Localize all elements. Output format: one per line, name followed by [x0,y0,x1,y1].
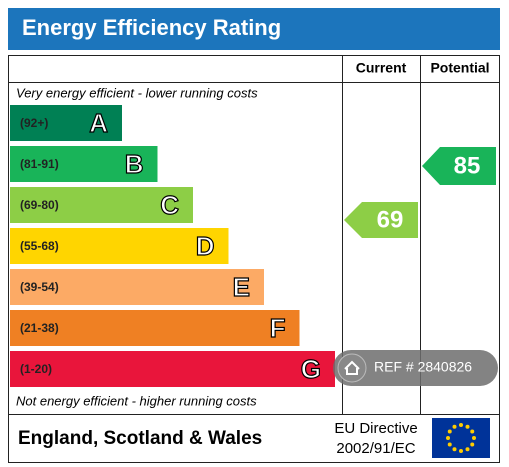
band [10,187,193,223]
eu-star [465,447,470,452]
title: Energy Efficiency Rating [22,15,281,40]
reference-icon [337,353,367,383]
eu-star [470,429,475,434]
eu-star [446,436,450,440]
top-note: Very energy efficient - lower running co… [16,85,258,100]
band [10,269,264,305]
band-range: (1-20) [20,362,52,376]
band-range: (81-91) [20,157,59,171]
header-potential: Potential [430,60,489,76]
band-range: (92+) [20,116,48,130]
band-letter: F [270,313,286,343]
footer-directive: 2002/91/EC [336,440,415,457]
home-icon [344,360,360,375]
band-letter: C [160,190,179,220]
band-letter: E [233,272,250,302]
eu-star [472,436,476,440]
band [10,228,229,264]
current-value: 69 [377,206,404,233]
eu-star [470,442,475,447]
title-bar [8,8,500,50]
bands: (92+) A (81-91) B (69-80) C (55-68) D (39-54) E (2… [10,105,335,387]
eu-star [452,424,457,429]
eu-star [452,447,457,452]
eu-stars [446,423,476,453]
eu-star [447,429,452,434]
eu-star [465,424,470,429]
potential-value: 85 [454,152,481,179]
reference-badge [333,350,498,386]
footer-region: England, Scotland & Wales [18,428,262,449]
potential-arrow [422,147,496,185]
footer-frame [8,414,500,463]
band-letter: D [196,231,215,261]
eu-star [447,442,452,447]
footer-directive: EU Directive [334,420,417,437]
band [10,310,300,346]
reference: REF # 2840826 [374,359,472,375]
header-current: Current [356,60,407,76]
band [10,105,122,141]
band-letter: G [301,354,321,384]
band-range: (69-80) [20,198,59,212]
eu-star [459,423,463,427]
band-range: (39-54) [20,280,59,294]
bottom-note: Not energy efficient - higher running co… [16,393,257,408]
band [10,146,158,182]
band-letter: B [125,149,144,179]
current-arrow [344,202,418,238]
band-range: (55-68) [20,239,59,253]
band-range: (21-38) [20,321,59,335]
band-letter: A [89,108,108,138]
band [10,351,335,387]
eu-star [459,449,463,453]
